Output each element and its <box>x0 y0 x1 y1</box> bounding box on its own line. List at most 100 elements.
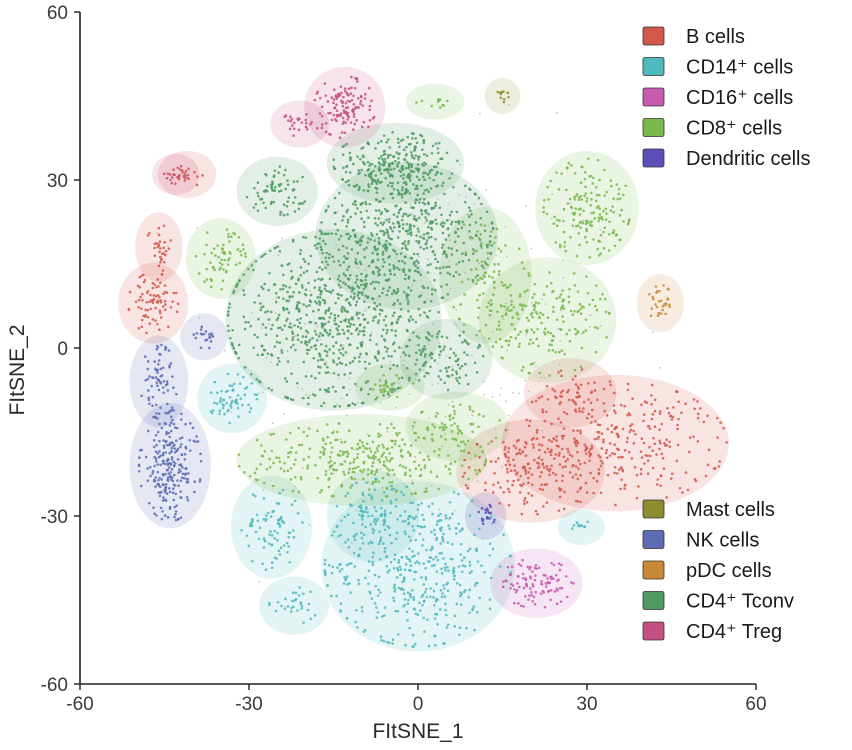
point-cd4-tconv <box>458 367 462 370</box>
point-b-cells <box>608 442 612 445</box>
point-cd4-tconv <box>346 221 350 224</box>
point-cd14-cells <box>360 536 364 540</box>
bg-point <box>550 217 553 220</box>
point-cd4-tconv <box>337 238 341 241</box>
point-cd14-cells <box>462 590 466 594</box>
point-cd4-tconv <box>278 184 281 188</box>
point-cd4-tconv <box>268 249 272 253</box>
point-cd4-tconv <box>381 157 384 161</box>
point-b-cells <box>696 440 700 443</box>
bg-point <box>336 403 339 406</box>
point-cd8-cells <box>486 257 490 260</box>
point-b-cells <box>186 176 189 180</box>
point-dendritic-cells <box>485 517 489 520</box>
legend-label: Mast cells <box>686 499 775 521</box>
point-cd14-cells <box>347 562 351 565</box>
point-cd8-cells <box>426 426 430 429</box>
point-cd8-cells <box>521 308 524 311</box>
point-cd4-tconv <box>454 230 457 234</box>
point-cd4-tconv <box>402 290 406 294</box>
point-cd16-cells <box>537 566 541 570</box>
point-cd4-tconv <box>439 369 442 373</box>
bg-point <box>419 271 422 273</box>
point-cd4-tconv <box>344 351 348 354</box>
point-cd4-tconv <box>464 253 468 257</box>
point-b-cells <box>653 398 657 402</box>
point-cd4-tconv <box>319 293 322 296</box>
point-cd4-tconv <box>340 310 344 313</box>
point-cd4-tconv <box>340 307 343 311</box>
point-b-cells <box>168 173 172 176</box>
point-cd8-cells <box>568 328 571 332</box>
point-cd8-cells <box>381 388 384 392</box>
point-cd14-cells <box>409 595 412 599</box>
point-nk-cells <box>162 446 166 450</box>
point-nk-cells <box>161 451 165 455</box>
point-b-cells <box>164 308 167 312</box>
point-cd8-cells <box>414 439 418 442</box>
point-cd4-tconv <box>321 334 325 337</box>
point-cd8-cells <box>608 220 611 224</box>
point-cd4-tconv <box>480 264 484 267</box>
point-cd14-cells <box>457 565 461 568</box>
point-nk-cells <box>176 458 180 461</box>
point-cd4-tconv <box>325 232 328 236</box>
point-cd4-tconv <box>404 201 407 204</box>
point-cd8-cells <box>590 197 593 201</box>
point-cd8-cells <box>599 297 602 301</box>
point-cd4-tconv <box>284 395 287 399</box>
point-nk-cells <box>169 421 173 425</box>
point-cd14-cells <box>362 533 366 536</box>
point-cd14-cells <box>444 613 448 617</box>
point-cd8-cells <box>379 434 383 437</box>
point-cd8-cells <box>213 268 216 272</box>
point-cd4-tconv <box>282 297 285 300</box>
point-cd8-cells <box>545 285 549 288</box>
bg-point <box>283 413 286 415</box>
point-cd4-tconv <box>266 184 269 188</box>
point-cd14-cells <box>376 594 380 597</box>
point-cd4-tconv <box>374 174 378 177</box>
point-nk-cells <box>170 450 173 453</box>
point-mast-cells <box>502 100 506 104</box>
point-cd4-treg <box>344 90 347 93</box>
point-cd8-cells <box>567 295 571 299</box>
bg-point <box>270 361 272 364</box>
point-b-cells <box>630 423 634 426</box>
point-cd4-treg <box>182 174 186 178</box>
point-cd8-cells <box>603 226 607 229</box>
bg-point <box>506 255 508 258</box>
point-cd4-tconv <box>455 372 459 376</box>
point-cd4-tconv <box>442 250 446 253</box>
point-nk-cells <box>187 472 190 475</box>
point-cd14-cells <box>383 550 387 553</box>
point-cd4-tconv <box>349 303 352 307</box>
point-nk-cells <box>154 367 157 370</box>
point-cd8-cells <box>438 106 442 109</box>
bg-point <box>445 355 448 358</box>
point-b-cells <box>642 413 646 416</box>
point-cd14-cells <box>210 411 214 415</box>
point-cd4-treg <box>371 117 375 120</box>
point-b-cells <box>599 491 603 495</box>
point-cd14-cells <box>230 384 234 388</box>
point-b-cells <box>592 491 595 495</box>
point-b-cells <box>567 388 570 392</box>
point-nk-cells <box>193 490 196 494</box>
point-cd4-tconv <box>479 216 483 220</box>
point-cd14-cells <box>408 514 412 518</box>
point-cd14-cells <box>407 535 411 538</box>
point-nk-cells <box>157 412 161 415</box>
point-cd4-tconv <box>455 377 458 380</box>
point-cd4-tconv <box>380 155 383 158</box>
point-cd4-tconv <box>390 185 394 188</box>
point-cd4-tconv <box>429 245 433 248</box>
point-cd4-tconv <box>430 356 433 360</box>
point-cd4-tconv <box>328 277 332 281</box>
point-cd14-cells <box>468 571 472 575</box>
point-cd14-cells <box>361 523 364 526</box>
point-cd4-treg <box>339 114 343 118</box>
point-nk-cells <box>156 384 159 388</box>
point-cd4-tconv <box>390 328 394 332</box>
point-cd8-cells <box>306 434 309 438</box>
